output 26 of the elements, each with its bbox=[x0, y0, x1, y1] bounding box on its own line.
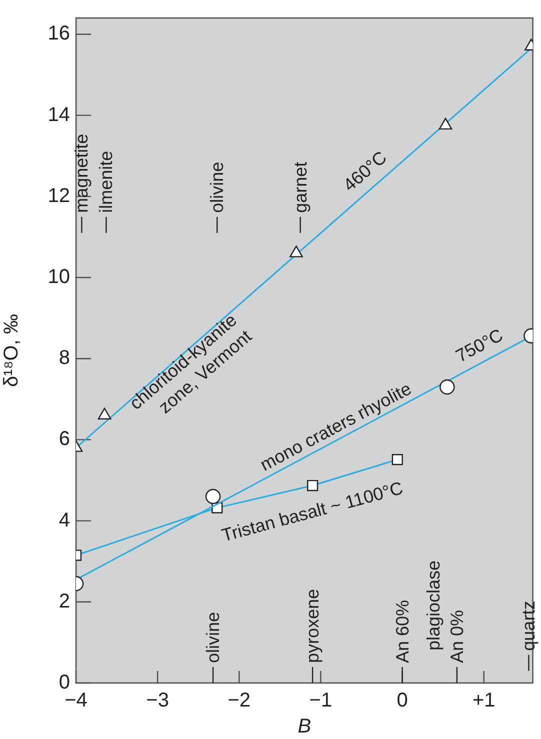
x-axis-title: B bbox=[298, 716, 312, 738]
annotation: quartz bbox=[518, 600, 539, 651]
x-tick-label: −1 bbox=[309, 690, 332, 712]
y-tick-label: 16 bbox=[48, 22, 70, 45]
annotation: olivine bbox=[203, 612, 224, 663]
annotation: pyroxene bbox=[302, 588, 323, 663]
y-tick-label: 12 bbox=[48, 184, 70, 207]
annotation: An 60% bbox=[392, 600, 412, 663]
x-tick-label: +1 bbox=[472, 690, 496, 712]
y-tick-label: 14 bbox=[48, 104, 70, 126]
y-axis-title: δ¹⁸O, ‰ bbox=[0, 314, 23, 387]
annotation: An 0% bbox=[446, 610, 467, 663]
annotation: magnetite bbox=[72, 134, 92, 213]
annotation: olivine bbox=[207, 162, 228, 213]
y-tick-label: 6 bbox=[58, 428, 70, 450]
annotation: plagioclase bbox=[423, 560, 444, 651]
y-tick-label: 8 bbox=[58, 347, 70, 370]
y-tick-label: 2 bbox=[58, 590, 70, 612]
annotation: ilmenite bbox=[96, 150, 116, 213]
y-tick-label: 4 bbox=[58, 509, 70, 532]
annotation: Tristan basalt ~ 1100°C bbox=[219, 478, 406, 546]
annotation: garnet bbox=[290, 162, 310, 213]
x-tick-label: −2 bbox=[228, 690, 251, 712]
x-tick-label: 0 bbox=[396, 690, 408, 712]
y-tick-label: 10 bbox=[48, 266, 70, 288]
x-tick-label: −3 bbox=[146, 690, 169, 712]
